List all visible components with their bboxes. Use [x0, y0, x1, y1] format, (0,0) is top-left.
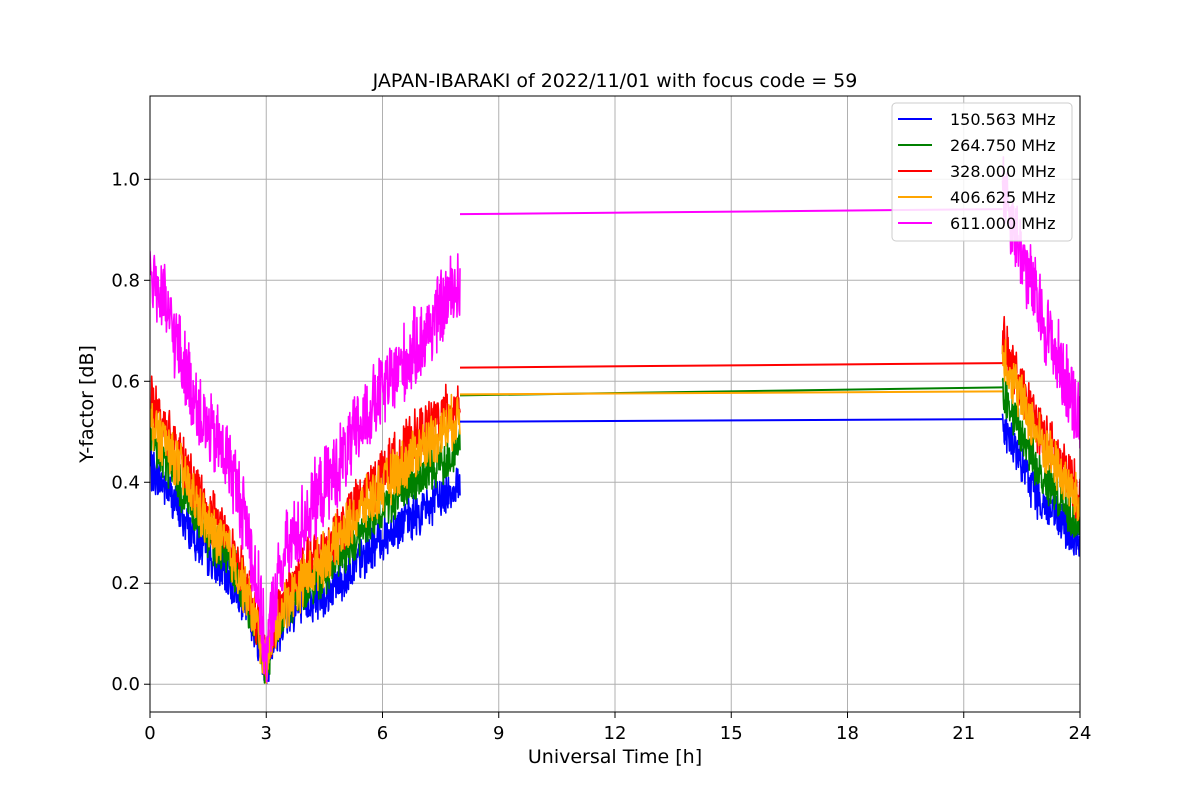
gap-line-2	[459, 362, 1003, 369]
x-tick-label: 0	[144, 723, 155, 744]
legend-entry-150: 150.563 MHz	[950, 110, 1055, 129]
legend-entry-406: 406.625 MHz	[950, 188, 1055, 207]
x-tick-label: 6	[377, 723, 388, 744]
y-tick-label: 1.0	[111, 169, 140, 190]
y-axis-label: Y-factor [dB]	[76, 345, 98, 464]
x-tick-label: 21	[952, 723, 975, 744]
legend-entry-328: 328.000 MHz	[950, 162, 1055, 181]
chart-title: JAPAN-IBARAKI of 2022/11/01 with focus c…	[372, 70, 858, 92]
legend-box	[891, 102, 1073, 242]
x-tick-label: 24	[1069, 723, 1092, 744]
y-tick-label: 0.4	[111, 472, 140, 493]
y-tick-label: 0.0	[111, 674, 140, 695]
y-tick-label: 0.6	[111, 371, 140, 392]
gap-line-3	[459, 390, 1003, 396]
gap-line-0	[459, 418, 1003, 423]
tick-layer: 0 3 6 9 12 15 18 21 24 0.0 0.2 0.4 0.6 0.8 1.0	[111, 169, 1091, 744]
x-tick-label: 18	[836, 723, 859, 744]
y-tick-label: 0.8	[111, 270, 140, 291]
legend: 150.563 MHz 264.750 MHz 328.000 MHz 406.…	[891, 102, 1073, 242]
x-axis-label: Universal Time [h]	[528, 746, 702, 768]
x-tick-label: 3	[261, 723, 272, 744]
data-layer	[150, 156, 1080, 685]
series-line-4-part-1	[1001, 156, 1080, 449]
x-tick-label: 9	[493, 723, 504, 744]
x-tick-label: 12	[604, 723, 627, 744]
legend-entry-264: 264.750 MHz	[950, 136, 1055, 155]
y-tick-label: 0.2	[111, 573, 140, 594]
series-line-3-part-1	[1001, 339, 1080, 522]
x-tick-label: 15	[720, 723, 743, 744]
legend-entry-611: 611.000 MHz	[950, 214, 1055, 233]
series-line-3-part-0	[150, 393, 461, 685]
series-line-4-part-0	[150, 251, 461, 683]
series-line-1-part-1	[1001, 377, 1080, 538]
